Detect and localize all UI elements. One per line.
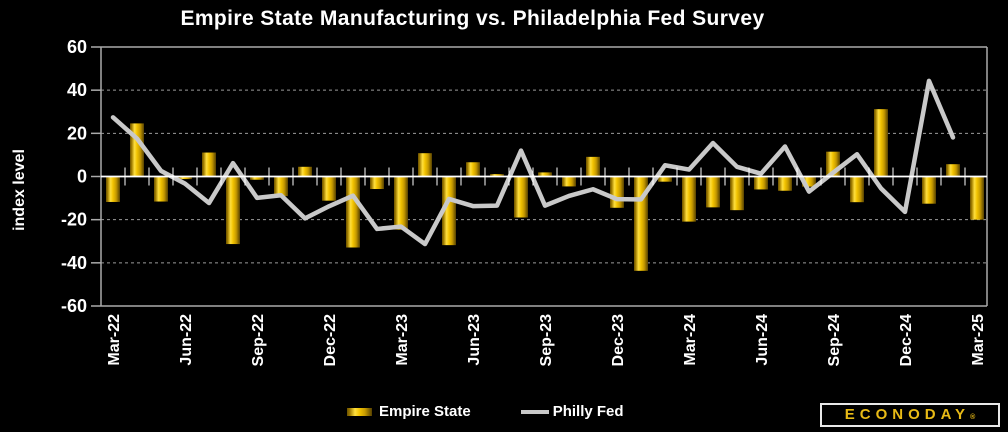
registered-mark: ® [970,414,976,421]
axes-and-ticks [91,46,988,307]
x-tick-label: Jun-24 [754,314,771,366]
legend-label-empire-state: Empire State [379,403,471,420]
bar-Dec-22 [322,176,336,201]
bar-Jul-24 [778,176,792,191]
y-tick-label: 60 [67,37,87,57]
legend: Empire State Philly Fed [347,403,624,420]
x-tick-label: Sep-22 [250,314,267,367]
x-tick-label: Mar-23 [394,314,411,366]
y-tick-label: -40 [61,253,87,273]
bar-Nov-22 [298,166,312,177]
bar-Sep-22 [250,176,264,180]
bar-Mar-24 [682,176,696,222]
bar-Feb-25 [946,164,960,177]
bar-Jun-23 [466,162,480,177]
bar-Mar-23 [394,176,408,230]
legend-item-empire-state: Empire State [347,403,471,420]
legend-label-philly-fed: Philly Fed [552,403,624,420]
x-tick-label: Jun-23 [466,314,483,366]
x-tick-label: Sep-24 [826,314,843,367]
bar-Mar-22 [106,176,120,202]
y-axis-labels: 60 40 20 0 -20 -40 -60 [61,37,87,316]
bar-Apr-23 [418,153,432,177]
y-tick-label: 0 [77,167,87,187]
bar-Nov-24 [874,109,888,177]
bar-May-24 [730,176,744,211]
econoday-logo: ECONODAY® [820,403,1000,427]
empire-state-bar-swatch [347,407,372,416]
bar-Feb-23 [370,176,384,190]
x-tick-label: Mar-25 [970,314,987,366]
bar-Dec-23 [610,176,624,208]
x-tick-label: Mar-24 [682,314,699,366]
bar-Oct-23 [562,176,576,187]
gridlines [101,89,987,264]
x-tick-label: Jun-22 [178,314,195,366]
bar-Oct-24 [850,176,864,203]
bar-Jul-23 [490,174,504,177]
bar-Apr-24 [706,176,720,208]
x-tick-label: Dec-24 [898,314,915,367]
x-tick-label: Sep-23 [538,314,555,367]
philly-fed-line-swatch [520,409,549,414]
bar-Sep-23 [538,172,552,177]
bar-Oct-22 [274,176,288,197]
econoday-logo-text: ECONODAY [844,406,971,423]
bar-Jun-22 [178,176,192,180]
x-tick-label: Dec-23 [610,314,627,367]
y-tick-label: 40 [67,80,87,100]
bar-Nov-23 [586,156,600,177]
bar-May-22 [154,176,168,202]
bar-Mar-25 [970,176,984,220]
bar-May-23 [442,176,456,246]
bar-Jul-22 [202,152,216,177]
legend-item-philly-fed: Philly Fed [520,403,624,420]
bar-Aug-23 [514,176,528,218]
bar-Jan-25 [922,176,936,204]
bar-Jun-24 [754,176,768,190]
bar-Jan-23 [346,176,360,248]
bar-Aug-24 [802,176,816,187]
x-axis-labels: Mar-22 Jun-22 Sep-22 Dec-22 Mar-23 Jun-23 Sep-… [106,314,987,367]
bar-Feb-24 [658,176,672,182]
y-tick-label: 20 [67,123,87,143]
y-tick-label: -20 [61,210,87,230]
x-tick-label: Mar-22 [106,314,123,366]
x-tick-label: Dec-22 [322,314,339,367]
chart-title: Empire State Manufacturing vs. Philadelp… [180,7,765,30]
y-tick-label: -60 [61,296,87,316]
bar-Aug-22 [226,176,240,245]
